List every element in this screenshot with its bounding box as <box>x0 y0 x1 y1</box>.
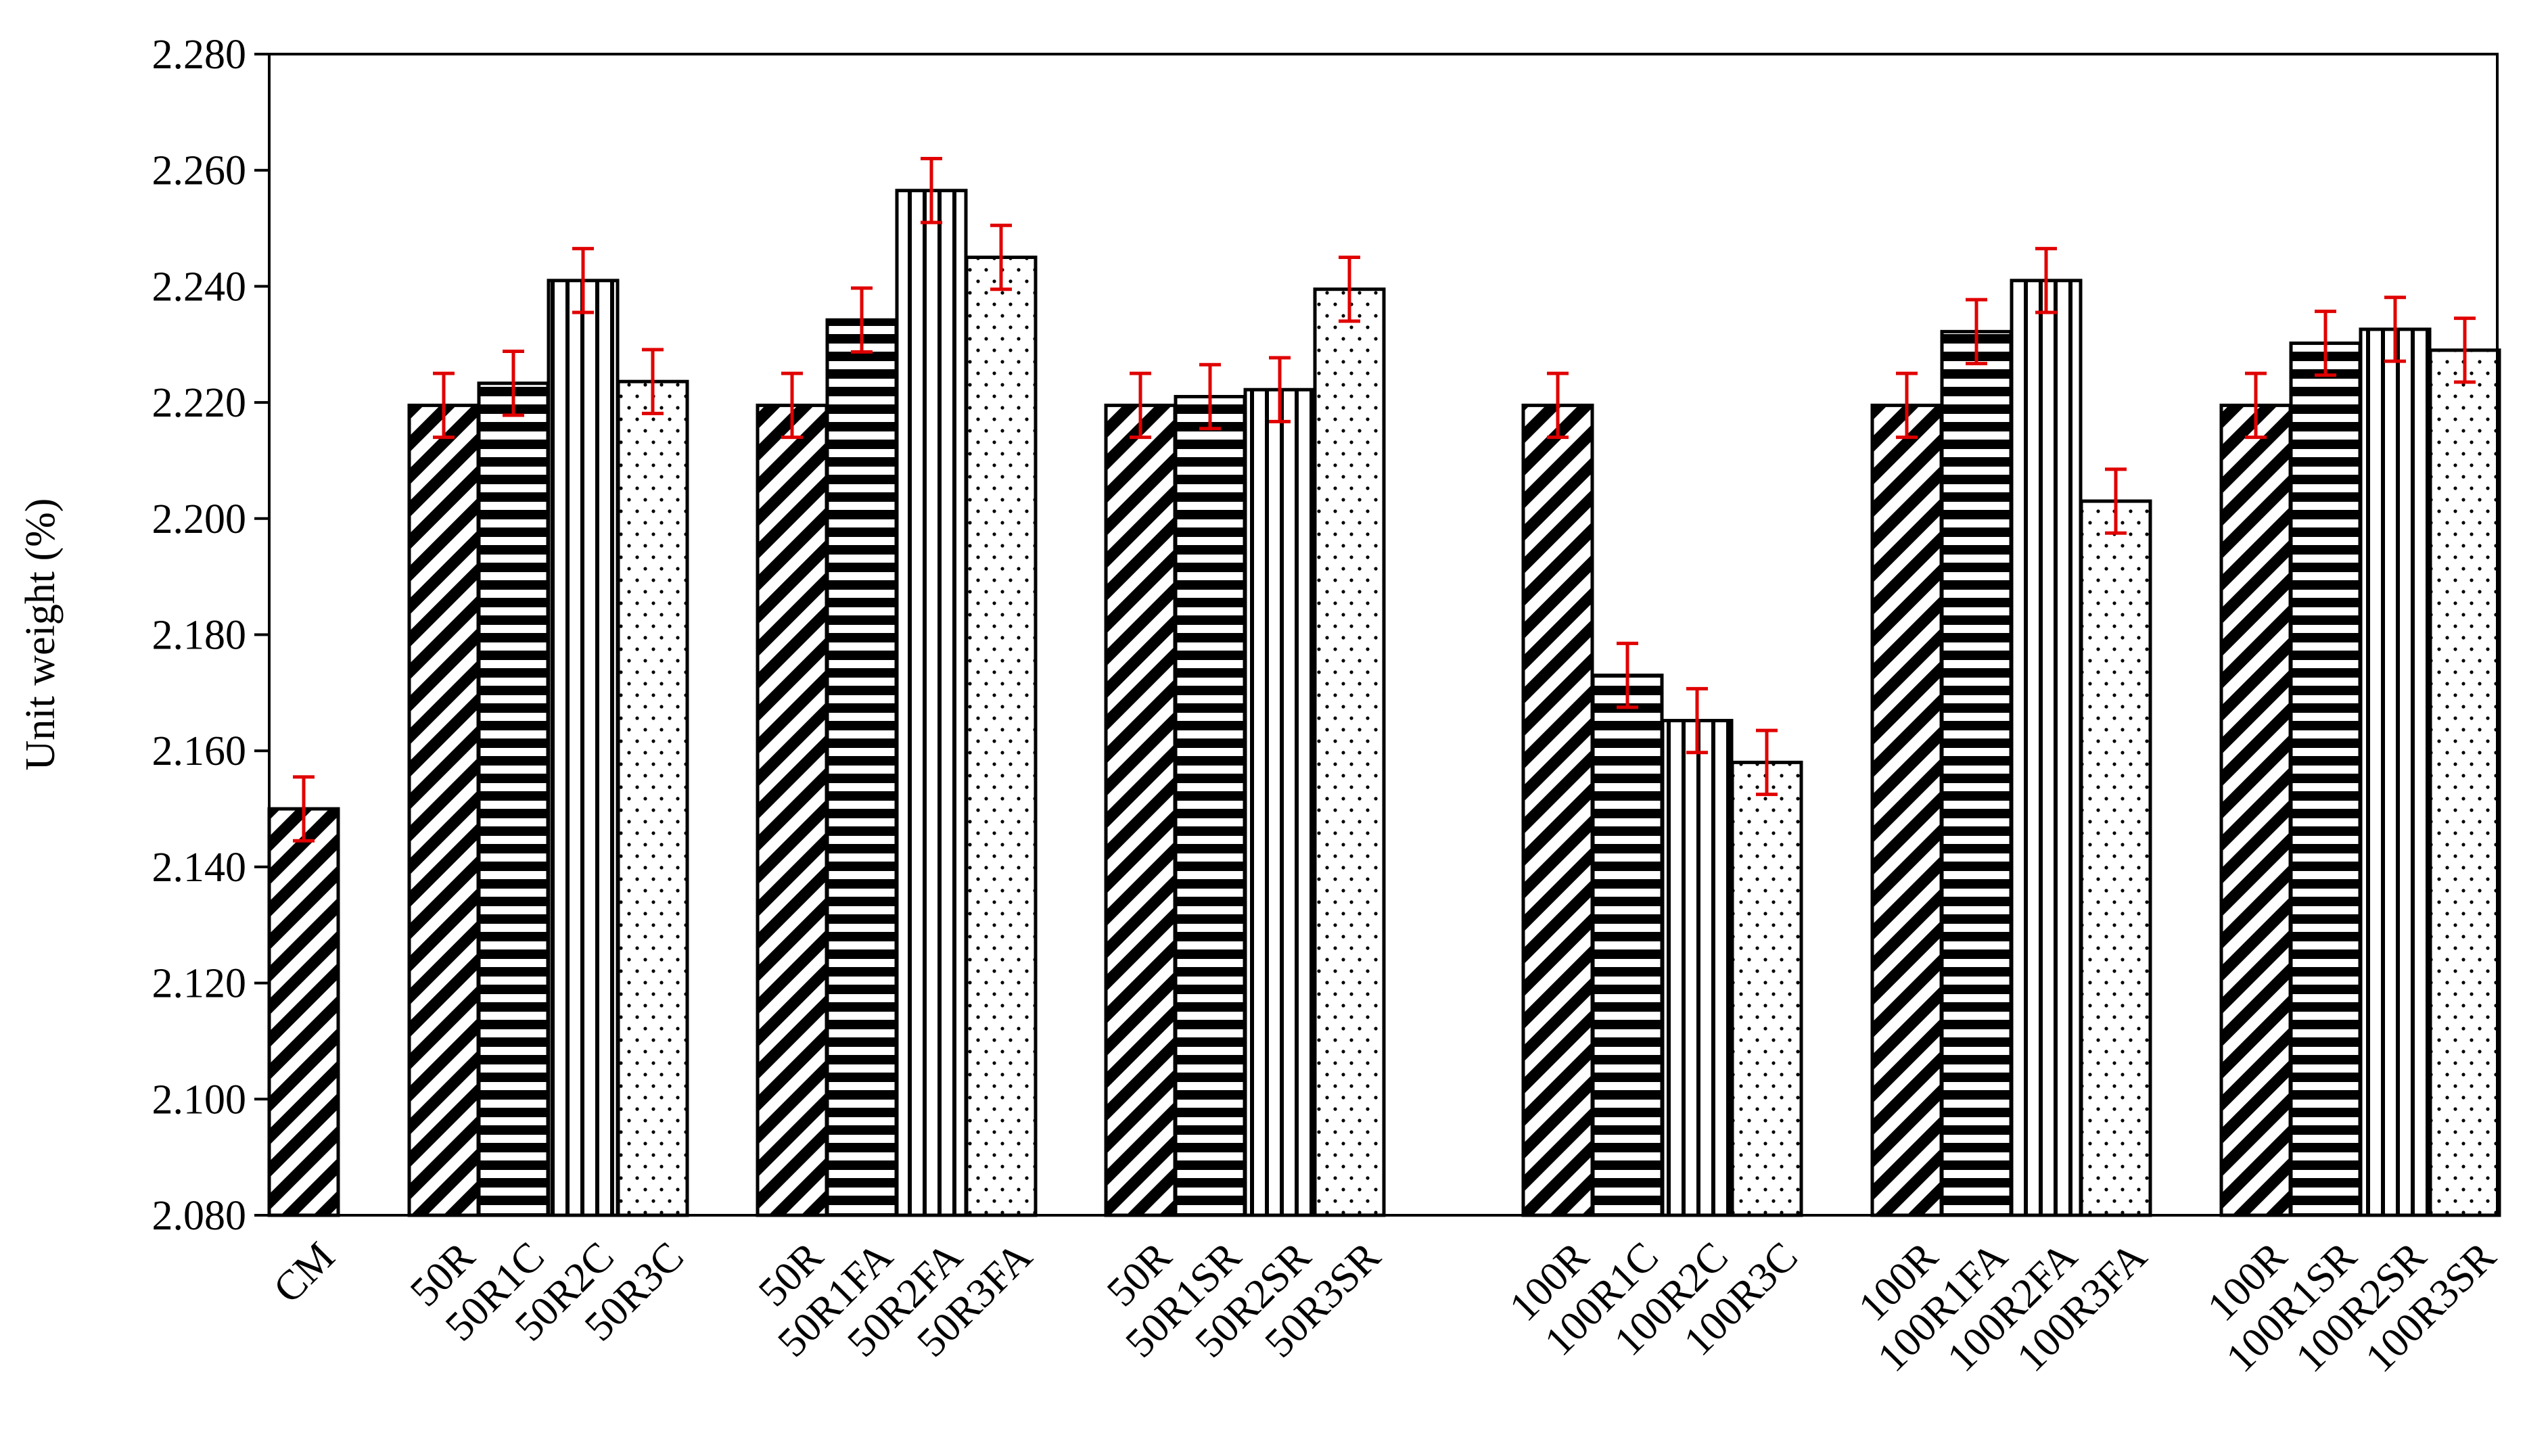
error-bar <box>2315 309 2336 377</box>
error-bar <box>1269 356 1291 423</box>
bar-100r1sr <box>2289 342 2362 1217</box>
error-bar <box>851 286 873 354</box>
bars-layer <box>267 189 2501 1217</box>
error-bar <box>1966 298 1987 366</box>
bar-100r <box>2219 403 2292 1217</box>
error-bar <box>781 371 803 440</box>
error-bar <box>990 223 1012 291</box>
error-bar <box>642 348 664 415</box>
error-bars-layer <box>293 157 2476 843</box>
bar-50r1c <box>477 381 550 1217</box>
bar-50r3sr <box>1313 287 1386 1217</box>
bar-100r <box>1521 403 1594 1217</box>
category-label: CM <box>265 1234 344 1312</box>
error-bar <box>1617 641 1638 709</box>
error-bar <box>2245 371 2267 440</box>
bar-100r2c <box>1661 719 1734 1217</box>
bar-cm <box>267 807 340 1217</box>
error-bar <box>2105 467 2127 535</box>
bar-100r1fa <box>1940 329 2013 1217</box>
error-bar <box>293 775 315 843</box>
bar-50r2c <box>547 279 620 1217</box>
error-bar <box>921 157 942 225</box>
bar-50r <box>407 403 480 1217</box>
error-bar <box>2384 296 2406 363</box>
bar-50r3c <box>616 379 689 1217</box>
error-bar <box>2035 247 2057 314</box>
bar-100r3c <box>1730 760 1803 1217</box>
error-bar <box>503 350 524 417</box>
error-bar <box>572 247 594 314</box>
y-tick-label: 2.280 <box>152 32 247 78</box>
error-bar <box>1547 371 1569 440</box>
bar-100r3sr <box>2428 348 2501 1217</box>
y-tick-label: 2.140 <box>152 845 247 891</box>
bar-50r <box>1104 403 1177 1217</box>
y-tick-label: 2.220 <box>152 380 247 426</box>
y-axis-label: Unit weight (%) <box>18 498 64 771</box>
bar-50r1fa <box>825 318 898 1217</box>
error-bar <box>1686 686 1708 755</box>
bar-50r2sr <box>1243 388 1316 1217</box>
bar-50r1sr <box>1174 395 1247 1217</box>
y-tick-label: 2.240 <box>152 264 247 310</box>
error-bar <box>433 371 455 440</box>
y-tick-label: 2.080 <box>152 1193 247 1239</box>
bar-50r3fa <box>965 255 1038 1217</box>
bar-100r1c <box>1591 674 1664 1217</box>
error-bar <box>1756 728 1778 797</box>
error-bar <box>1339 255 1360 323</box>
y-tick-label: 2.120 <box>152 961 247 1007</box>
bar-100r3fa <box>2079 499 2152 1217</box>
bar-50r <box>756 403 829 1217</box>
y-axis: 2.080 2.100 2.120 2.140 2.160 2.180 2.200 2.220… <box>152 32 269 1239</box>
error-bar <box>1130 371 1151 440</box>
bar-50r2fa <box>895 189 968 1217</box>
y-tick-label: 2.160 <box>152 728 247 774</box>
error-bar <box>2454 316 2476 384</box>
y-tick-label: 2.260 <box>152 148 247 194</box>
bar-100r2sr <box>2359 327 2432 1217</box>
error-bar <box>1896 371 1918 440</box>
bar-100r <box>1870 403 1943 1217</box>
bar-100r2fa <box>2010 279 2083 1217</box>
y-tick-label: 2.180 <box>152 613 247 659</box>
y-tick-label: 2.100 <box>152 1077 247 1123</box>
error-bar <box>1199 362 1221 431</box>
y-tick-label: 2.200 <box>152 496 247 542</box>
